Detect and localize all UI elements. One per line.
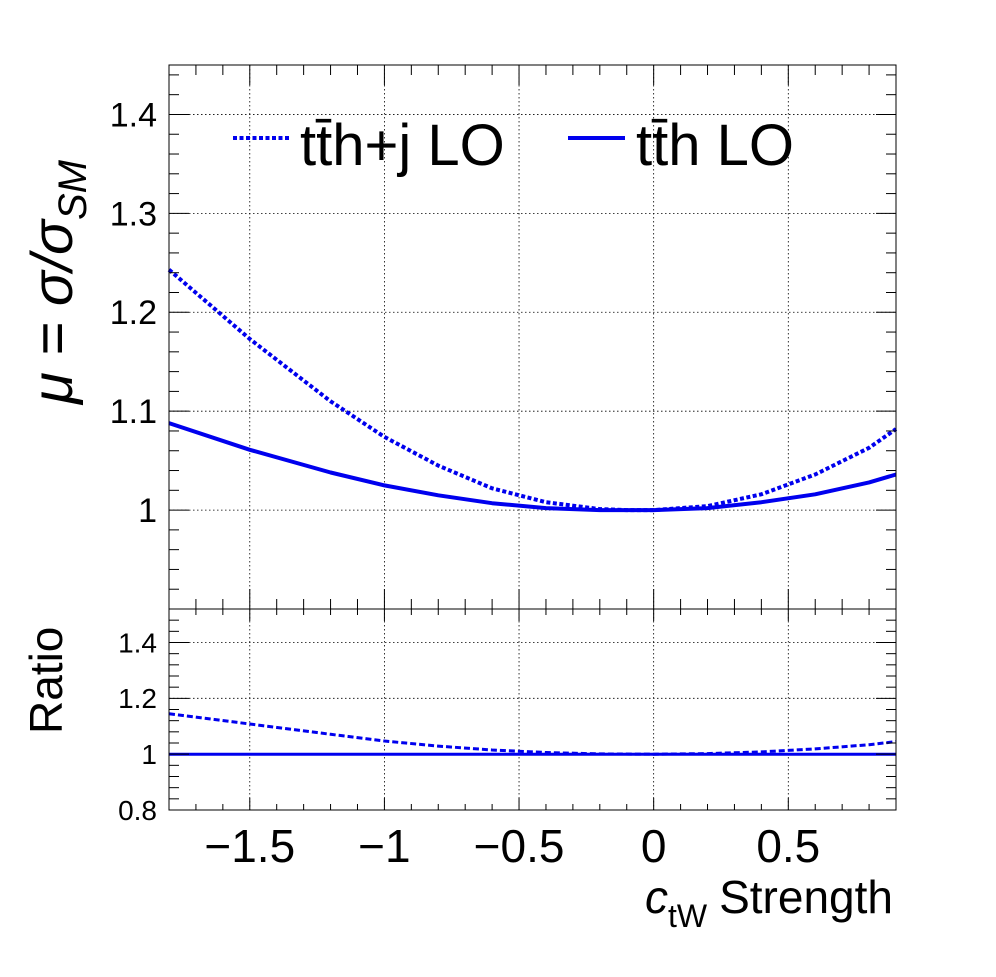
ratio-y-tick-label: 1.4 xyxy=(118,627,157,658)
legend-label-tthj: tt̄h+j LO xyxy=(300,113,505,178)
main-y-axis-title-subscript: SM xyxy=(51,159,95,220)
x-tick-label: −1 xyxy=(358,820,410,872)
x-tick-label: −0.5 xyxy=(474,820,565,872)
ratio-y-tick-label: 1 xyxy=(141,739,157,770)
main-y-tick-label: 1.4 xyxy=(110,96,157,134)
main-y-tick-label: 1.2 xyxy=(110,294,157,332)
x-tick-label: 0 xyxy=(641,820,667,872)
ratio-y-axis-title: Ratio xyxy=(20,627,72,734)
main-y-axis-title: μ = σ/σSM xyxy=(20,159,95,406)
main-y-axis-title-prefix: μ = σ/σ xyxy=(20,218,85,406)
x-axis-title-symbol: c xyxy=(645,871,668,923)
series-layer xyxy=(167,268,898,756)
ratio-y-tick-label: 1.2 xyxy=(118,683,157,714)
x-tick-label: −1.5 xyxy=(204,820,295,872)
x-axis-title-text: Strength xyxy=(719,871,893,923)
legend: tt̄h+j LO tt̄h LO xyxy=(233,113,794,178)
x-axis-title-subscript: tW xyxy=(668,898,708,934)
main-series-tth xyxy=(168,421,897,513)
legend-label-tth: tt̄h LO xyxy=(636,113,794,178)
x-tick-label: 0.5 xyxy=(756,820,820,872)
label-layer: 1 1.1 1.2 1.3 1.4 0.8 1 1.2 1.4 −1.5 −1 −0.5 0 0.5 xyxy=(110,96,821,872)
x-axis-title: ctW Strength xyxy=(645,871,893,934)
ratio-y-tick-label: 0.8 xyxy=(118,795,157,826)
tick-layer xyxy=(168,65,897,811)
main-y-tick-label: 1 xyxy=(138,492,157,530)
main-y-tick-label: 1.3 xyxy=(110,195,157,233)
main-y-tick-label: 1.1 xyxy=(110,393,157,431)
